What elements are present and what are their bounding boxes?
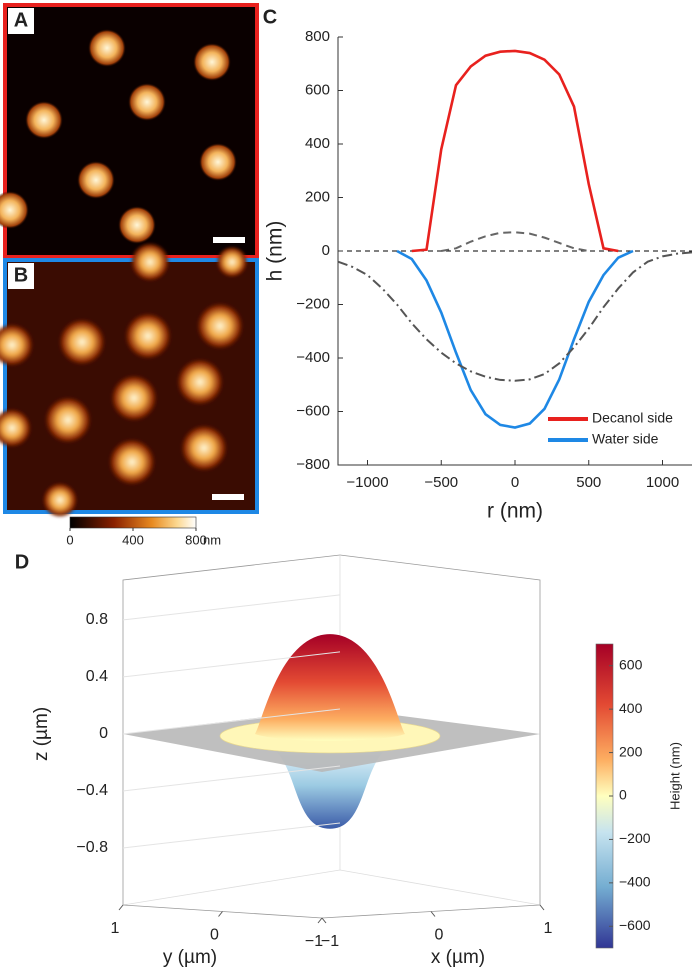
afm-image-a <box>0 3 259 259</box>
colorbar-tick-label: −400 <box>619 874 651 890</box>
x-tick-label: −1000 <box>346 474 388 491</box>
colorbar-label: Height (nm) <box>667 742 682 810</box>
tick-label: 400 <box>122 532 144 547</box>
panel-label: B <box>14 264 28 286</box>
y-tick-label: −200 <box>296 295 330 312</box>
tick-label: 800 <box>185 532 207 547</box>
colorbar-tick-label: 400 <box>619 700 643 716</box>
dome-upper <box>255 634 405 741</box>
series-line <box>337 251 693 382</box>
x-axis-label: r (nm) <box>487 500 543 523</box>
series-line <box>441 231 589 252</box>
y-tick-label: −800 <box>296 456 330 473</box>
colorbar-tick-label: 200 <box>619 743 643 759</box>
z-grid <box>122 708 341 735</box>
panel-label: A <box>14 9 28 31</box>
z-tick-label: 0 <box>99 725 108 742</box>
z-tick-label: −0.4 <box>76 782 108 799</box>
z-tick-label: 0.8 <box>86 611 108 628</box>
legend-label: Decanol side <box>592 410 673 426</box>
y-tick-label: 600 <box>305 81 330 98</box>
x-tick <box>539 904 545 911</box>
y-tick-label: 0 <box>210 927 219 944</box>
x-axis-label: x (µm) <box>431 947 485 968</box>
afm-image-b <box>0 242 259 518</box>
colorbar-tick-label: 600 <box>619 656 643 672</box>
y-tick <box>218 911 223 917</box>
y-tick-label: −1 <box>305 933 323 950</box>
series-line <box>411 49 619 253</box>
z-grid <box>122 651 341 678</box>
tick-label: 0 <box>66 532 73 547</box>
y-tick-label: 1 <box>111 920 120 937</box>
unit: nm <box>203 532 221 547</box>
x-tick-label: −500 <box>424 474 458 491</box>
y-axis-label: y (µm) <box>163 947 217 968</box>
y-tick <box>118 904 124 911</box>
colorbar-tick-label: −200 <box>619 830 651 846</box>
colorbar-tick-label: −600 <box>619 917 651 933</box>
y-tick-label: 800 <box>305 28 330 45</box>
z-grid <box>122 822 341 849</box>
y-tick-label: 400 <box>305 135 330 152</box>
panel-label: D <box>15 551 29 573</box>
x-tick <box>430 911 436 917</box>
z-grid <box>122 594 341 621</box>
legend-label: Water side <box>592 431 659 447</box>
y-axis-label: h (nm) <box>264 221 287 282</box>
x-tick <box>321 917 327 924</box>
x-tick-label: 0 <box>435 927 444 944</box>
colorbar-tick-label: 0 <box>619 787 627 803</box>
x-tick-label: 500 <box>576 474 601 491</box>
z-axis-label: z (µm) <box>31 707 52 761</box>
series-line <box>396 249 634 429</box>
x-tick-label: −1 <box>321 933 339 950</box>
y-tick-label: 0 <box>322 242 330 259</box>
y-tick-label: −600 <box>296 402 330 419</box>
x-tick-label: 1 <box>544 920 553 937</box>
y-tick-label: 200 <box>305 188 330 205</box>
z-tick-label: −0.8 <box>76 839 108 856</box>
panel-label: C <box>263 6 277 28</box>
colorbar <box>69 516 197 529</box>
x-tick-label: 1000 <box>646 474 679 491</box>
z-tick-label: 0.4 <box>86 668 108 685</box>
y-tick-label: −400 <box>296 349 330 366</box>
y-tick <box>317 917 323 924</box>
z-grid <box>122 765 341 792</box>
x-tick-label: 0 <box>511 474 519 491</box>
